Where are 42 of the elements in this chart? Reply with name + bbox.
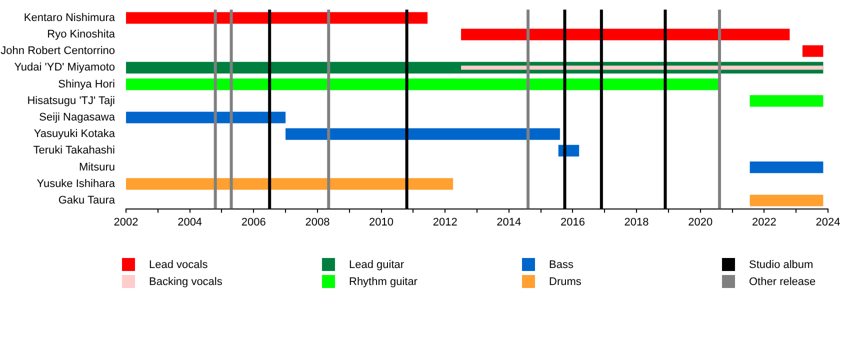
y-tick-label: Yusuke Ishihara — [36, 178, 116, 190]
x-tick-label: 2004 — [178, 216, 202, 228]
bar — [750, 95, 824, 107]
bar — [750, 161, 824, 174]
legend-label: Rhythm guitar — [349, 276, 418, 288]
x-tick-label: 2006 — [241, 216, 266, 228]
bar — [286, 128, 560, 140]
x-tick-label: 2012 — [432, 216, 458, 228]
y-tick-label: John Robert Centorrino — [0, 45, 115, 58]
bar — [461, 28, 790, 40]
y-tick-label: Yasuyuki Kotaka — [34, 128, 116, 140]
bar — [802, 45, 824, 57]
x-tick-label: 2018 — [624, 216, 649, 228]
bar — [126, 178, 454, 190]
x-tick-label: 2014 — [496, 216, 522, 228]
y-tick-label: Ryo Kinoshita — [47, 28, 116, 41]
legend-label: Other release — [749, 276, 816, 288]
y-tick-label: Teruki Takahashi — [33, 144, 115, 157]
x-tick-label: 2022 — [752, 216, 776, 228]
y-tick-label: Shinya Hori — [58, 78, 115, 90]
bar — [126, 112, 286, 124]
legend-label: Lead vocals — [149, 258, 208, 270]
y-tick-label: Yudai 'YD' Miyamoto — [14, 62, 115, 74]
x-tick-label: 2008 — [305, 216, 330, 228]
bar — [126, 78, 720, 90]
x-tick-label: 2010 — [369, 216, 394, 228]
x-tick-label: 2024 — [816, 216, 840, 228]
y-tick-label: Gaku Taura — [58, 194, 116, 207]
y-tick-label: Hisatsugu 'TJ' Taji — [27, 94, 115, 107]
y-tick-label: Seiji Nagasawa — [39, 112, 116, 124]
legend-label: Lead guitar — [349, 258, 404, 270]
x-tick-label: 2016 — [560, 216, 585, 228]
legend-label: Studio album — [749, 258, 814, 270]
x-tick-label: 2002 — [114, 216, 138, 228]
legend-label: Bass — [549, 258, 574, 270]
x-tick-label: 2020 — [688, 216, 713, 228]
legend-label: Backing vocals — [149, 276, 222, 288]
y-tick-label: Kentaro Nishimura — [24, 12, 116, 24]
legend-label: Drums — [549, 276, 582, 288]
y-tick-label: Mitsuru — [78, 161, 115, 174]
bar — [750, 194, 824, 206]
bar — [126, 12, 428, 24]
